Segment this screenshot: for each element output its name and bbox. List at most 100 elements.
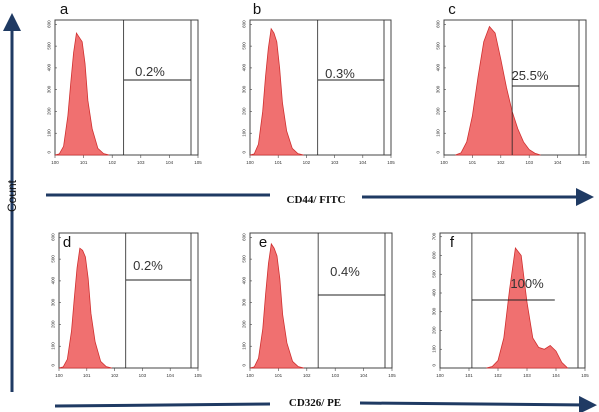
y-tick-label: 600 (432, 251, 437, 259)
y-tick-label: 400 (242, 276, 247, 284)
y-tick-label: 400 (242, 63, 247, 71)
x-tick-label: 103 (331, 373, 339, 378)
y-tick-label: 600 (242, 233, 247, 241)
x-tick-label: 104 (166, 160, 174, 165)
y-tick-label: 200 (51, 320, 56, 328)
y-tick-label: 500 (51, 255, 56, 263)
x-tick-label: 105 (387, 160, 395, 165)
row-axis-2-line-left (54, 402, 271, 408)
y-tick-label: 300 (242, 298, 247, 306)
y-tick-label: 500 (242, 255, 247, 263)
panel-letter: d (63, 234, 71, 251)
histogram-area (58, 247, 112, 369)
x-tick-label: 104 (360, 373, 368, 378)
gate-percentage: 0.3% (325, 66, 355, 81)
y-axis-label: Count (5, 179, 19, 212)
y-tick-label: 0 (51, 364, 56, 367)
panel-frame (54, 19, 199, 156)
x-tick-label: 103 (525, 160, 533, 165)
histogram-area (486, 247, 569, 369)
y-tick-label: 500 (436, 42, 441, 50)
y-tick-label: 200 (242, 320, 247, 328)
panel-letter: c (448, 1, 456, 18)
x-tick-label: 100 (51, 160, 59, 165)
y-tick-label: 500 (432, 270, 437, 278)
x-tick-label: 105 (388, 373, 396, 378)
row-axis-2-arrow (359, 395, 597, 412)
x-tick-label: 103 (139, 373, 147, 378)
x-tick-label: 105 (194, 373, 202, 378)
panel-e: 0 100 200 300 400 500 600 100 101 102 103 104 105 0.4… (242, 232, 396, 378)
x-tick-label: 104 (552, 373, 560, 378)
panel-letter: f (450, 234, 455, 251)
x-tick-label: 103 (331, 160, 339, 165)
y-tick-label: 600 (242, 20, 247, 28)
y-tick-label: 0 (47, 151, 52, 154)
y-tick-label: 300 (47, 85, 52, 93)
y-tick-label: 300 (51, 298, 56, 306)
y-tick-label: 100 (436, 129, 441, 137)
gate-percentage: 0.2% (133, 258, 163, 273)
y-tick-label: 400 (47, 63, 52, 71)
panel-a: 0 100 200 300 400 500 600 100 101 102 103 104 105 0.2… (47, 1, 203, 165)
y-tick-label: 0 (242, 364, 247, 367)
panel-frame (58, 232, 199, 369)
y-tick-label: 100 (47, 129, 52, 137)
x-tick-label: 105 (582, 160, 590, 165)
row-axis-1: CD44/ FITC (46, 188, 594, 206)
y-tick-label: 600 (51, 233, 56, 241)
y-tick-label: 100 (432, 345, 437, 353)
y-tick-label: 200 (432, 326, 437, 334)
x-tick-label: 102 (303, 373, 311, 378)
panel-c: 0 100 200 300 400 500 600 100 101 102 103 104 105 25.… (436, 1, 591, 165)
y-axis-group: Count (3, 13, 21, 392)
y-tick-label: 300 (432, 307, 437, 315)
x-tick-label: 104 (554, 160, 562, 165)
panel-d: 0 100 200 300 400 500 600 100 101 102 103 104 105 0.2… (51, 232, 202, 378)
x-tick-label: 100 (436, 373, 444, 378)
x-tick-label: 102 (494, 373, 502, 378)
x-tick-label: 102 (111, 373, 119, 378)
y-tick-label: 600 (436, 20, 441, 28)
y-tick-label: 100 (51, 342, 56, 350)
y-tick-label: 400 (51, 276, 56, 284)
x-tick-label: 102 (497, 160, 505, 165)
x-tick-label: 101 (275, 373, 283, 378)
x-tick-label: 100 (246, 373, 254, 378)
row-axis-2-label: CD326/ PE (289, 397, 341, 409)
y-tick-label: 400 (436, 63, 441, 71)
histogram-panels: 0 100 200 300 400 500 600 100 101 102 103 104 105 0.2… (47, 1, 591, 378)
x-tick-label: 103 (137, 160, 145, 165)
panel-f: 0 100 200 300 400 500 600 700 100 101 102 103 104 105… (432, 232, 590, 378)
x-tick-label: 100 (55, 373, 63, 378)
x-tick-label: 104 (166, 373, 174, 378)
gate-percentage: 0.2% (135, 64, 165, 79)
y-tick-label: 200 (436, 107, 441, 115)
panel-frame (249, 232, 393, 369)
gate-percentage: 25.5% (512, 68, 549, 83)
x-tick-label: 104 (359, 160, 367, 165)
gate-percentage: 0.4% (330, 264, 360, 279)
y-tick-label: 100 (242, 342, 247, 350)
panel-frame (249, 19, 392, 156)
y-tick-label: 0 (242, 151, 247, 154)
x-tick-label: 101 (274, 160, 282, 165)
x-tick-label: 105 (194, 160, 202, 165)
histogram-area (249, 242, 305, 369)
y-tick-label: 600 (47, 20, 52, 28)
y-tick-label: 200 (242, 107, 247, 115)
y-tick-label: 0 (432, 364, 437, 367)
x-tick-label: 101 (465, 373, 473, 378)
row-axis-2: CD326/ PE (54, 395, 597, 412)
y-tick-label: 200 (47, 107, 52, 115)
panel-letter: a (60, 1, 69, 18)
y-tick-label: 300 (436, 85, 441, 93)
histogram-area (455, 25, 541, 156)
x-tick-label: 101 (469, 160, 477, 165)
row-axis-1-label: CD44/ FITC (287, 194, 346, 206)
x-tick-label: 100 (440, 160, 448, 165)
x-tick-label: 101 (80, 160, 88, 165)
y-tick-label: 0 (436, 151, 441, 154)
